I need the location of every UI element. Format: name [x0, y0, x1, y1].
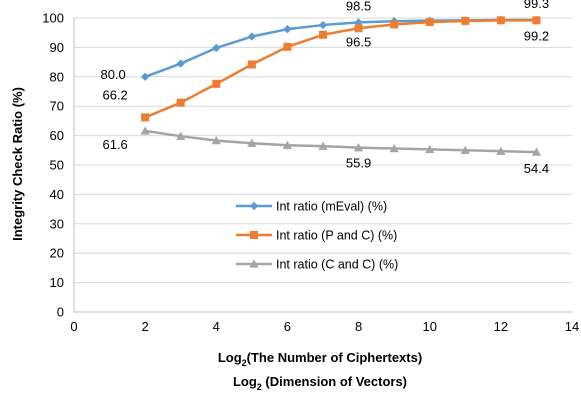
x-tick-label: 2	[142, 319, 149, 334]
data-point	[140, 126, 150, 135]
data-point	[212, 79, 221, 88]
legend-item: Int ratio (C and C) (%)	[236, 258, 398, 272]
y-tick-label: 40	[50, 187, 64, 202]
y-tick-label: 100	[42, 11, 64, 26]
y-tick-label: 30	[50, 216, 64, 231]
data-label: 61.6	[102, 137, 127, 152]
data-label: 99.3	[524, 0, 549, 11]
series-1	[141, 16, 541, 122]
y-tick-label: 90	[50, 40, 64, 55]
series-line	[144, 18, 537, 78]
legend-marker	[250, 231, 258, 239]
legend: Int ratio (mEval) (%) Int ratio (P and C)…	[236, 200, 398, 272]
x-axis-label-line2-sub: 2	[257, 382, 262, 392]
x-tick-labels: 0 2 4 6 8 10 12 14	[70, 319, 579, 334]
data-label: 96.5	[346, 34, 371, 49]
data-point	[141, 113, 150, 122]
data-point	[318, 20, 328, 30]
data-point	[390, 20, 399, 29]
data-point	[461, 16, 470, 25]
legend-label: Int ratio (C and C) (%)	[276, 258, 398, 272]
data-point	[319, 30, 327, 39]
x-axis-label-line2-rest: (Dimension of Vectors)	[262, 374, 407, 389]
x-axis-label-line1-log: Log	[218, 350, 242, 365]
x-tick-label: 6	[284, 319, 291, 334]
data-point	[212, 43, 221, 53]
series-line	[144, 129, 537, 154]
series-line	[144, 19, 537, 119]
data-label: 99.2	[524, 28, 549, 43]
data-point	[282, 140, 293, 149]
x-axis-label-line1-rest: (The Number of Ciphertexts)	[247, 350, 423, 365]
data-label: 55.9	[346, 156, 371, 171]
data-point	[140, 72, 150, 81]
data-point	[354, 24, 363, 33]
legend-marker	[249, 201, 259, 211]
x-tick-label: 14	[565, 319, 579, 334]
data-point	[176, 131, 186, 140]
y-tick-label: 50	[50, 158, 64, 173]
y-tick-labels: 0 10 20 30 40 50 60 70 80 90 100	[42, 11, 64, 320]
data-point	[425, 18, 434, 27]
data-point	[496, 146, 506, 155]
data-point	[176, 59, 185, 68]
data-label: 66.2	[102, 87, 127, 102]
y-tick-label: 0	[57, 305, 64, 320]
legend-item: Int ratio (mEval) (%)	[236, 200, 387, 214]
data-point	[176, 98, 185, 107]
y-axis-label: Integrity Check Ratio (%)	[10, 87, 25, 241]
x-axis-label-line1-sub: 2	[242, 358, 247, 368]
y-tick-label: 60	[50, 128, 64, 143]
data-point	[318, 141, 328, 150]
series-group	[140, 15, 542, 156]
legend-marker	[249, 259, 259, 268]
data-point	[531, 147, 542, 156]
y-tick-label: 70	[50, 99, 64, 114]
data-point	[389, 143, 399, 153]
data-label: 54.4	[524, 161, 549, 176]
x-axis-label-line2-log: Log	[233, 374, 257, 389]
data-point	[247, 60, 256, 69]
data-point	[353, 143, 364, 152]
data-point	[496, 16, 505, 25]
axes	[73, 18, 572, 313]
y-tick-label: 10	[50, 275, 64, 290]
y-tick-label: 20	[50, 246, 64, 261]
x-axis-label-line1: Log2(The Number of Ciphertexts)	[218, 350, 422, 368]
data-point	[247, 32, 257, 41]
x-tick-label: 0	[70, 319, 77, 334]
data-label: 98.5	[346, 0, 371, 13]
x-axis-label-line2: Log2 (Dimension of Vectors)	[233, 374, 407, 392]
data-point	[460, 145, 470, 154]
series-0	[140, 15, 541, 81]
data-point	[247, 138, 257, 147]
legend-label: Int ratio (mEval) (%)	[276, 200, 387, 214]
data-point	[211, 135, 221, 145]
data-label: 80.0	[100, 67, 125, 82]
legend-label: Int ratio (P and C) (%)	[276, 229, 397, 243]
x-tick-label: 4	[213, 319, 220, 334]
data-point	[283, 42, 292, 51]
y-tick-label: 80	[50, 69, 64, 84]
data-labels: 80.0 98.5 99.3 66.2 96.5 99.2 61.6 55.9 54.4	[100, 0, 549, 176]
data-point	[283, 24, 292, 34]
x-tick-label: 8	[355, 319, 362, 334]
series-2	[140, 126, 542, 156]
legend-item: Int ratio (P and C) (%)	[236, 229, 397, 243]
data-point	[532, 16, 541, 25]
x-tick-label: 12	[494, 319, 508, 334]
grid-lines	[74, 17, 572, 284]
data-point	[425, 144, 435, 154]
x-tick-label: 10	[422, 319, 436, 334]
